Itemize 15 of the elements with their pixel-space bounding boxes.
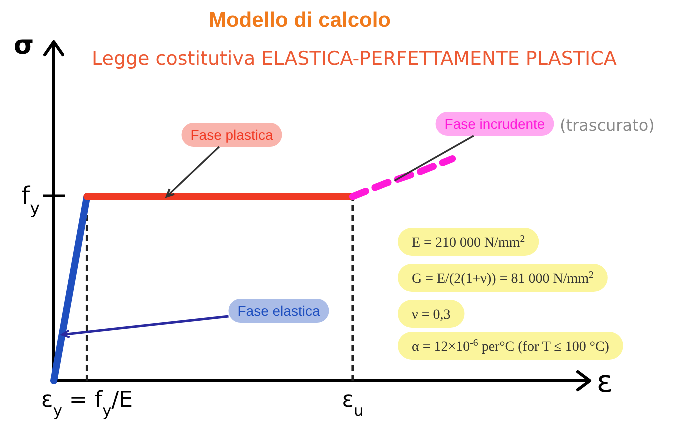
y-axis-title: σ xyxy=(14,31,34,61)
annotation: E = 210 000 N/mm$^{2}$ xyxy=(412,234,526,251)
annotation: G = E/(2(1+ν)) = 81 000 N/mm$^{2}$ xyxy=(412,270,594,287)
annotation: ν = 0,3 xyxy=(412,308,451,323)
x-tick-label: ε$_{y}$ = f$_{y}$/E xyxy=(41,388,134,420)
text: Fase plastica xyxy=(190,127,274,143)
text: Fase elastica xyxy=(238,303,320,319)
x-tick-label: ε$_{u}$ xyxy=(342,388,364,420)
annotation: f$_{y}$ xyxy=(22,182,40,218)
x-axis-title: ε xyxy=(596,365,614,400)
chart-subtitle: Legge costitutiva ELASTICA-PERFETTAMENTE PLASTICA xyxy=(92,48,617,70)
text: (trascurato) xyxy=(560,116,655,135)
chart-title: Modello di calcolo xyxy=(208,9,392,32)
annotation: α = 12×10$^{-6}$ per°C (for T ≤ 100 °C) xyxy=(412,338,610,355)
text: Fase incrudente xyxy=(444,116,546,132)
